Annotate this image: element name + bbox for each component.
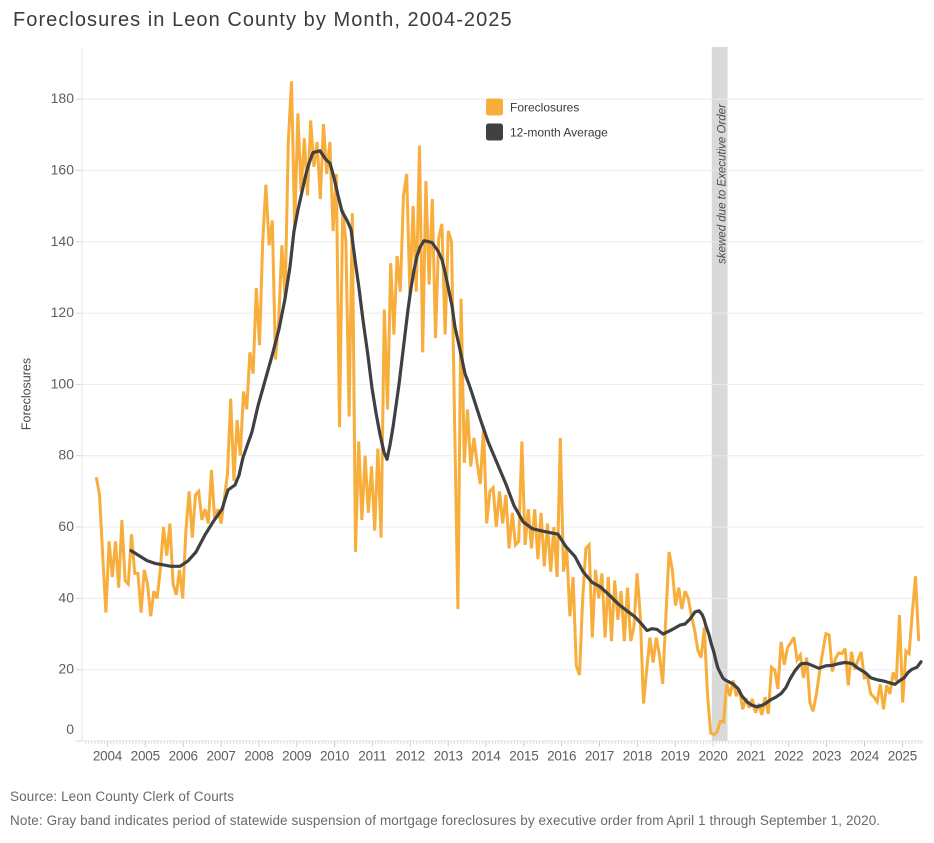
svg-text:2011: 2011 (358, 749, 386, 764)
svg-text:2024: 2024 (850, 749, 880, 764)
svg-text:40: 40 (58, 589, 74, 605)
svg-text:2007: 2007 (206, 749, 235, 764)
svg-text:Foreclosures in Leon County by: Foreclosures in Leon County by Month, 20… (13, 9, 513, 31)
svg-text:2010: 2010 (320, 749, 349, 764)
svg-text:60: 60 (58, 518, 74, 534)
svg-text:2025: 2025 (888, 749, 917, 764)
svg-text:2014: 2014 (471, 749, 501, 764)
svg-text:2023: 2023 (812, 749, 841, 764)
svg-text:2015: 2015 (509, 749, 538, 764)
svg-text:140: 140 (51, 233, 75, 249)
svg-text:2018: 2018 (623, 749, 652, 764)
svg-text:2005: 2005 (131, 749, 160, 764)
svg-text:2009: 2009 (282, 749, 311, 764)
svg-text:2006: 2006 (169, 749, 198, 764)
svg-text:160: 160 (51, 161, 75, 177)
svg-text:Foreclosures: Foreclosures (510, 101, 579, 115)
svg-text:2013: 2013 (434, 749, 463, 764)
svg-text:2004: 2004 (93, 749, 123, 764)
svg-text:2022: 2022 (774, 749, 803, 764)
svg-text:20: 20 (58, 661, 74, 677)
svg-text:2021: 2021 (736, 749, 765, 764)
svg-text:12-month Average: 12-month Average (510, 126, 608, 140)
svg-text:2016: 2016 (547, 749, 576, 764)
svg-text:100: 100 (51, 375, 75, 391)
svg-text:Note: Gray band indicates peri: Note: Gray band indicates period of stat… (10, 813, 880, 828)
svg-text:2020: 2020 (698, 749, 727, 764)
svg-text:2008: 2008 (244, 749, 273, 764)
svg-text:180: 180 (51, 90, 75, 106)
svg-text:80: 80 (58, 447, 74, 463)
svg-text:120: 120 (51, 304, 75, 320)
svg-text:2019: 2019 (661, 749, 690, 764)
svg-text:0: 0 (66, 721, 74, 737)
svg-text:skewed due to Executive Order: skewed due to Executive Order (717, 103, 729, 264)
svg-text:Foreclosures: Foreclosures (20, 358, 34, 430)
svg-text:2012: 2012 (396, 749, 425, 764)
svg-text:Source: Leon County Clerk of C: Source: Leon County Clerk of Courts (10, 789, 234, 804)
svg-text:2017: 2017 (585, 749, 614, 764)
